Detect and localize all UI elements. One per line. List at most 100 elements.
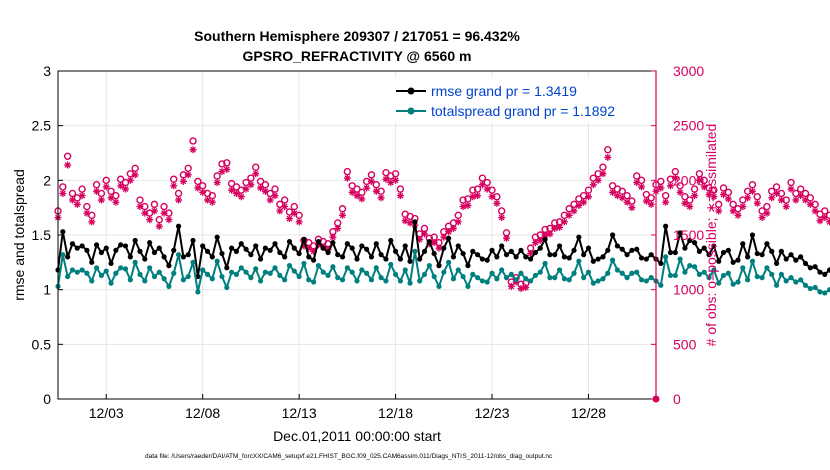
obs-assimilated-marker <box>469 193 477 201</box>
obs-assimilated-marker <box>594 176 602 184</box>
totalspread-point <box>161 276 167 282</box>
rmse-point <box>552 252 558 258</box>
rmse-point <box>802 260 809 267</box>
totalspread-point <box>754 273 760 280</box>
obs-possible-marker <box>150 200 159 209</box>
rmse-point <box>643 256 649 262</box>
obs-assimilated-marker <box>199 188 207 196</box>
rmse-point <box>725 247 731 253</box>
obs-zero-marker <box>652 395 660 403</box>
obs-possible-marker <box>174 189 183 198</box>
rmse-point <box>407 258 413 264</box>
rmse-point <box>344 241 350 247</box>
obs-assimilated-marker <box>748 187 756 195</box>
totalspread-point <box>547 275 553 281</box>
rmse-point <box>364 246 370 252</box>
rmse-point <box>446 235 452 241</box>
obs-possible-marker <box>719 184 728 192</box>
rmse-point <box>436 263 442 269</box>
totalspread-point <box>335 275 341 281</box>
totalspread-point <box>687 263 693 269</box>
obs-assimilated-marker <box>777 196 785 204</box>
rmse-point <box>730 259 736 265</box>
totalspread-point <box>214 258 220 264</box>
legend-rmse-marker <box>407 87 415 95</box>
rmse-point <box>518 247 524 253</box>
totalspread-point <box>65 273 71 280</box>
obs-assimilated-marker <box>720 191 728 199</box>
rmse-point <box>783 256 789 262</box>
totalspread-point <box>730 281 736 287</box>
obs-assimilated-marker <box>261 187 269 195</box>
totalspread-point <box>219 273 225 280</box>
legend: rmse grand pr = 1.3419 totalspread grand… <box>389 77 653 123</box>
totalspread-point <box>474 275 481 281</box>
totalspread-point <box>147 265 153 271</box>
totalspread-point <box>672 272 678 279</box>
obs-assimilated-marker <box>339 211 347 219</box>
rmse-point <box>716 258 722 264</box>
totalspread-point <box>528 278 534 284</box>
totalspread-point <box>576 258 582 264</box>
obs-assimilated-marker <box>271 192 279 200</box>
rmse-point <box>614 243 621 249</box>
rmse-point <box>233 248 240 254</box>
totalspread-point <box>132 259 138 265</box>
obs-assimilated-marker <box>744 194 752 202</box>
obs-assimilated-marker <box>604 153 612 161</box>
obs-assimilated-marker <box>758 214 766 222</box>
totalspread-point <box>523 276 529 282</box>
obs-assimilated-marker <box>797 192 805 200</box>
obs-possible-marker <box>676 182 684 190</box>
rmse-point <box>508 248 514 254</box>
rmse-point <box>354 256 360 262</box>
rmse-point <box>103 245 109 251</box>
rmse-point <box>465 263 471 269</box>
totalspread-point <box>243 269 249 275</box>
rmse-point <box>224 265 230 271</box>
totalspread-point <box>436 283 442 289</box>
totalspread-point <box>798 277 804 283</box>
totalspread-point <box>364 270 370 276</box>
rmse-point <box>827 267 830 273</box>
totalspread-point <box>503 275 510 281</box>
rmse-point <box>306 254 312 260</box>
rmse-point <box>291 245 297 251</box>
obs-possible-marker <box>604 146 612 154</box>
legend-box <box>389 77 653 123</box>
totalspread-point <box>441 269 447 275</box>
obs-assimilated-marker <box>691 192 699 200</box>
totalspread-point <box>537 269 543 275</box>
rmse-point <box>812 264 818 270</box>
obs-assimilated-marker <box>266 196 274 204</box>
totalspread-point <box>740 265 746 271</box>
rmse-point <box>412 219 418 225</box>
totalspread-point <box>359 267 365 273</box>
rmse-point <box>108 260 114 267</box>
totalspread-point <box>716 280 722 286</box>
obs-possible-marker <box>358 188 366 197</box>
rmse-point <box>494 254 500 260</box>
obs-assimilated-marker <box>363 184 371 192</box>
obs-assimilated-marker <box>589 181 597 189</box>
rmse-point <box>397 256 404 262</box>
rmse-point <box>180 254 186 260</box>
totalspread-point <box>407 280 413 286</box>
obs-assimilated-marker <box>334 224 342 232</box>
obs-assimilated-marker <box>83 209 91 217</box>
obs-assimilated-marker <box>536 236 544 244</box>
obs-assimilated-marker <box>474 192 482 200</box>
rmse-point <box>214 234 220 240</box>
totalspread-point <box>166 283 172 289</box>
totalspread-point <box>585 269 592 275</box>
obs-assimilated-marker <box>734 211 742 219</box>
rmse-point <box>402 243 408 249</box>
rmse-point <box>79 243 85 249</box>
totalspread-point <box>301 260 307 267</box>
totalspread-point <box>677 256 683 262</box>
rmse-point <box>479 256 485 262</box>
obs-possible-marker <box>155 215 163 224</box>
rmse-point <box>484 257 490 263</box>
obs-assimilated-marker <box>343 174 351 182</box>
obs-possible-marker <box>290 202 299 211</box>
